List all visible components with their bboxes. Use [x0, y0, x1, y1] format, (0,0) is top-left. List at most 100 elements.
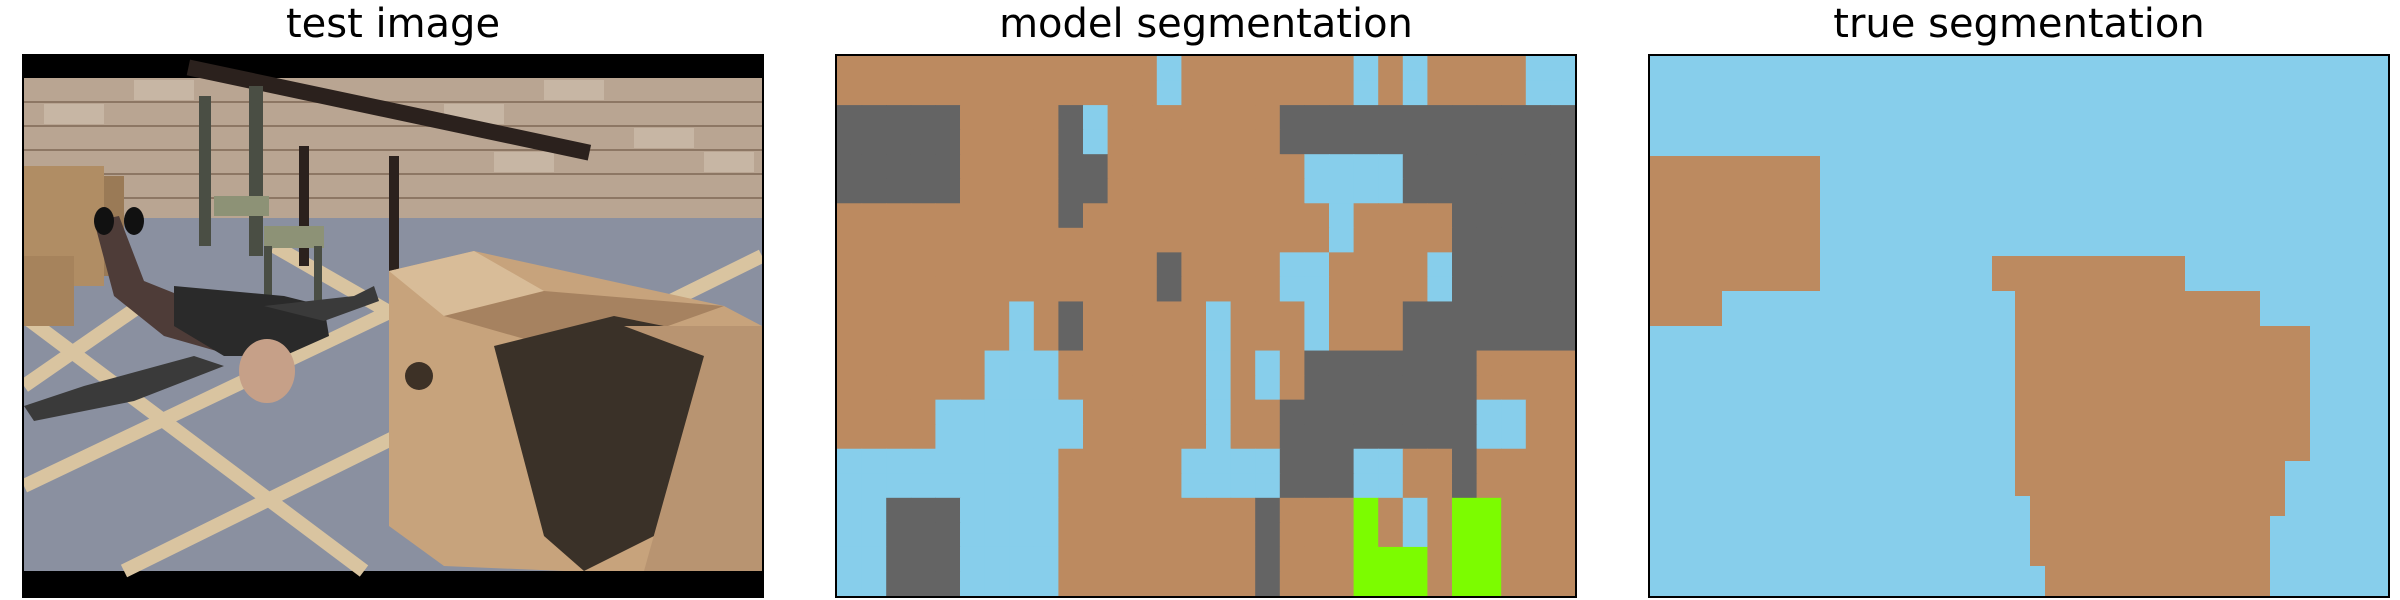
segmentation-cell-brown [886, 424, 912, 450]
segmentation-cell-brown [1329, 252, 1355, 278]
true-segmentation-region [1992, 256, 2310, 596]
segmentation-cell-brown [1378, 56, 1404, 82]
segmentation-cell-gray [1402, 424, 1428, 450]
segmentation-cell-green [1353, 546, 1379, 573]
segmentation-cell-gray [886, 497, 912, 523]
segmentation-cell-sky [1378, 178, 1404, 204]
segmentation-cell-brown [1132, 546, 1158, 573]
segmentation-cell-brown [1230, 497, 1256, 523]
segmentation-cell-brown [1058, 350, 1084, 376]
segmentation-cell-gray [1427, 178, 1453, 204]
segmentation-cell-gray [837, 129, 863, 155]
cardboard-box-image [389, 251, 762, 571]
segmentation-cell-brown [1181, 129, 1207, 155]
segmentation-cell-brown [1156, 105, 1182, 131]
segmentation-cell-brown [1279, 203, 1305, 229]
segmentation-cell-brown [960, 56, 986, 82]
segmentation-cell-gray [837, 178, 863, 204]
segmentation-cell-gray [910, 546, 936, 573]
segmentation-cell-brown [1132, 105, 1158, 131]
segmentation-cell-brown [1230, 571, 1256, 596]
segmentation-cell-brown [1181, 56, 1207, 82]
segmentation-cell-gray [935, 129, 961, 155]
segmentation-cell-gray [1058, 326, 1084, 352]
segmentation-cell-brown [1550, 571, 1575, 596]
segmentation-cell-gray [1353, 399, 1379, 425]
segmentation-cell-brown [1083, 546, 1109, 573]
segmentation-cell-brown [861, 301, 887, 327]
segmentation-cell-sky [1279, 252, 1305, 278]
segmentation-cell-sky [1501, 399, 1527, 425]
segmentation-cell-brown [1033, 276, 1059, 303]
segmentation-cell-gray [1525, 326, 1551, 352]
segmentation-cell-sky [1058, 399, 1084, 425]
segmentation-cell-brown [1255, 105, 1281, 131]
segmentation-cell-brown [1083, 227, 1109, 253]
segmentation-cell-sky [861, 497, 887, 523]
segmentation-cell-gray [1329, 424, 1355, 450]
segmentation-cell-gray [1353, 350, 1379, 376]
segmentation-cell-brown [1255, 252, 1281, 278]
segmentation-cell-brown [1033, 56, 1059, 82]
segmentation-cell-sky [1009, 424, 1035, 450]
segmentation-cell-sky [1033, 424, 1059, 450]
segmentation-cell-gray [1378, 424, 1404, 450]
segmentation-cell-brown [1501, 80, 1527, 106]
segmentation-cell-brown [1230, 301, 1256, 327]
segmentation-cell-brown [1009, 276, 1035, 303]
segmentation-cell-brown [1132, 252, 1158, 278]
segmentation-cell-gray [1452, 448, 1478, 474]
segmentation-cell-brown [1132, 571, 1158, 596]
segmentation-cell-brown [910, 276, 936, 303]
segmentation-cell-brown [1206, 546, 1232, 573]
segmentation-cell-sky [1304, 276, 1330, 303]
segmentation-cell-sky [837, 571, 863, 596]
segmentation-cell-brown [1206, 203, 1232, 229]
segmentation-cell-sky [1304, 252, 1330, 278]
segmentation-cell-gray [910, 571, 936, 596]
segmentation-cell-sky [1033, 399, 1059, 425]
segmentation-cell-brown [1058, 80, 1084, 106]
segmentation-cell-gray [1452, 473, 1478, 499]
model-segmentation-map [837, 56, 1575, 596]
segmentation-cell-brown [1156, 350, 1182, 376]
segmentation-cell-gray [1452, 350, 1478, 376]
segmentation-cell-brown [1525, 424, 1551, 450]
segmentation-cell-sky [861, 448, 887, 474]
segmentation-cell-brown [1255, 424, 1281, 450]
segmentation-cell-brown [984, 252, 1010, 278]
segmentation-cell-gray [1304, 399, 1330, 425]
segmentation-cell-gray [1353, 105, 1379, 131]
segmentation-cell-sky [1033, 546, 1059, 573]
segmentation-cell-sky [1206, 326, 1232, 352]
segmentation-cell-brown [984, 154, 1010, 180]
segmentation-cell-brown [935, 56, 961, 82]
segmentation-cell-brown [1058, 276, 1084, 303]
segmentation-cell-brown [1230, 546, 1256, 573]
segmentation-cell-gray [1427, 129, 1453, 155]
segmentation-cell-brown [1525, 350, 1551, 376]
segmentation-cell-brown [1156, 129, 1182, 155]
segmentation-cell-sky [1402, 80, 1428, 106]
segmentation-cell-sky [1083, 129, 1109, 155]
segmentation-cell-brown [984, 56, 1010, 82]
segmentation-cell-brown [1033, 252, 1059, 278]
segmentation-cell-brown [1525, 375, 1551, 401]
segmentation-cell-brown [1156, 424, 1182, 450]
segmentation-cell-gray [1476, 326, 1502, 352]
segmentation-cell-brown [1132, 301, 1158, 327]
segmentation-cell-brown [886, 276, 912, 303]
segmentation-cell-gray [1525, 178, 1551, 204]
segmentation-cell-gray [1476, 154, 1502, 180]
segmentation-cell-sky [960, 546, 986, 573]
segmentation-cell-gray [1501, 129, 1527, 155]
segmentation-cell-brown [1476, 80, 1502, 106]
segmentation-cell-brown [1476, 350, 1502, 376]
segmentation-cell-brown [1427, 522, 1453, 548]
segmentation-cell-brown [1107, 522, 1133, 548]
segmentation-cell-brown [886, 227, 912, 253]
segmentation-cell-brown [1427, 497, 1453, 523]
segmentation-cell-brown [1329, 301, 1355, 327]
segmentation-cell-brown [984, 301, 1010, 327]
segmentation-cell-brown [1378, 80, 1404, 106]
